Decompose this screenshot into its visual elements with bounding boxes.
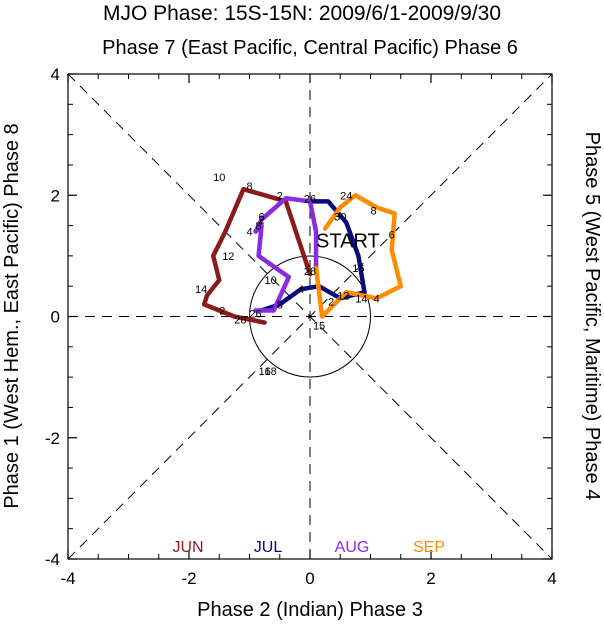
day-label: 2 (277, 190, 283, 202)
y-tick-label: -4 (45, 550, 60, 569)
day-label: 18 (265, 366, 277, 378)
day-label: 4 (246, 227, 252, 239)
unit-circle (249, 255, 371, 378)
y-tick-label: 2 (51, 186, 60, 205)
day-label: 14 (195, 284, 207, 296)
day-label: 12 (337, 290, 349, 302)
day-label: 30 (334, 211, 346, 223)
chart-title: MJO Phase: 15S-15N: 2009/6/1-2009/9/30 (103, 2, 501, 25)
series-line-aug (253, 196, 319, 313)
x-tick-label: 0 (305, 569, 314, 588)
y-tick-label: 4 (51, 65, 60, 84)
day-label: 10 (213, 172, 225, 184)
right-axis-label: Phase 5 (West Pacific, Maritime) Phase 4 (581, 132, 603, 501)
day-label: 15 (313, 321, 325, 333)
day-label: 24 (340, 190, 352, 202)
start-label: START (316, 231, 380, 253)
x-tick-label: -4 (60, 569, 75, 588)
day-label: 8 (370, 205, 376, 217)
day-label: 4 (373, 293, 379, 305)
day-label: 6 (259, 211, 265, 223)
y-tick-label: 0 (51, 308, 60, 327)
day-label: 4 (298, 284, 304, 296)
day-label: 14 (355, 293, 367, 305)
day-label: 6 (389, 230, 395, 242)
day-label: 16 (259, 366, 271, 378)
y-tick-label: -2 (45, 429, 60, 448)
top-axis-label: Phase 7 (East Pacific, Central Pacific) … (102, 37, 518, 59)
day-label: 10 (265, 275, 277, 287)
left-axis-label: Phase 1 (West Hem., East Pacific) Phase … (1, 123, 23, 508)
diagonal-guide (67, 73, 553, 560)
legend-entry-sep: SEP (413, 539, 445, 556)
day-label: 26 (249, 308, 261, 320)
day-label: 26 (304, 193, 316, 205)
day-label: 2 (328, 296, 334, 308)
day-label: 2 (219, 305, 225, 317)
day-label: 16 (352, 263, 364, 275)
day-label: 2 (259, 215, 265, 227)
day-label: 8 (277, 299, 283, 311)
day-label: 8 (256, 221, 262, 233)
day-label: 8 (246, 181, 252, 193)
series-line-sep (313, 193, 403, 319)
legend-entry-aug: AUG (335, 539, 370, 556)
x-tick-label: 2 (426, 569, 435, 588)
x-tick-label: -2 (181, 569, 196, 588)
day-label: 12 (222, 251, 234, 263)
x-tick-label: 4 (547, 569, 556, 588)
legend-entry-jul: JUL (254, 539, 283, 556)
series-line-jun (201, 186, 313, 325)
day-label: 28 (304, 266, 316, 278)
bottom-axis-label: Phase 2 (Indian) Phase 3 (197, 599, 423, 621)
day-label: 28 (234, 315, 246, 327)
legend-entry-jun: JUN (172, 539, 203, 556)
